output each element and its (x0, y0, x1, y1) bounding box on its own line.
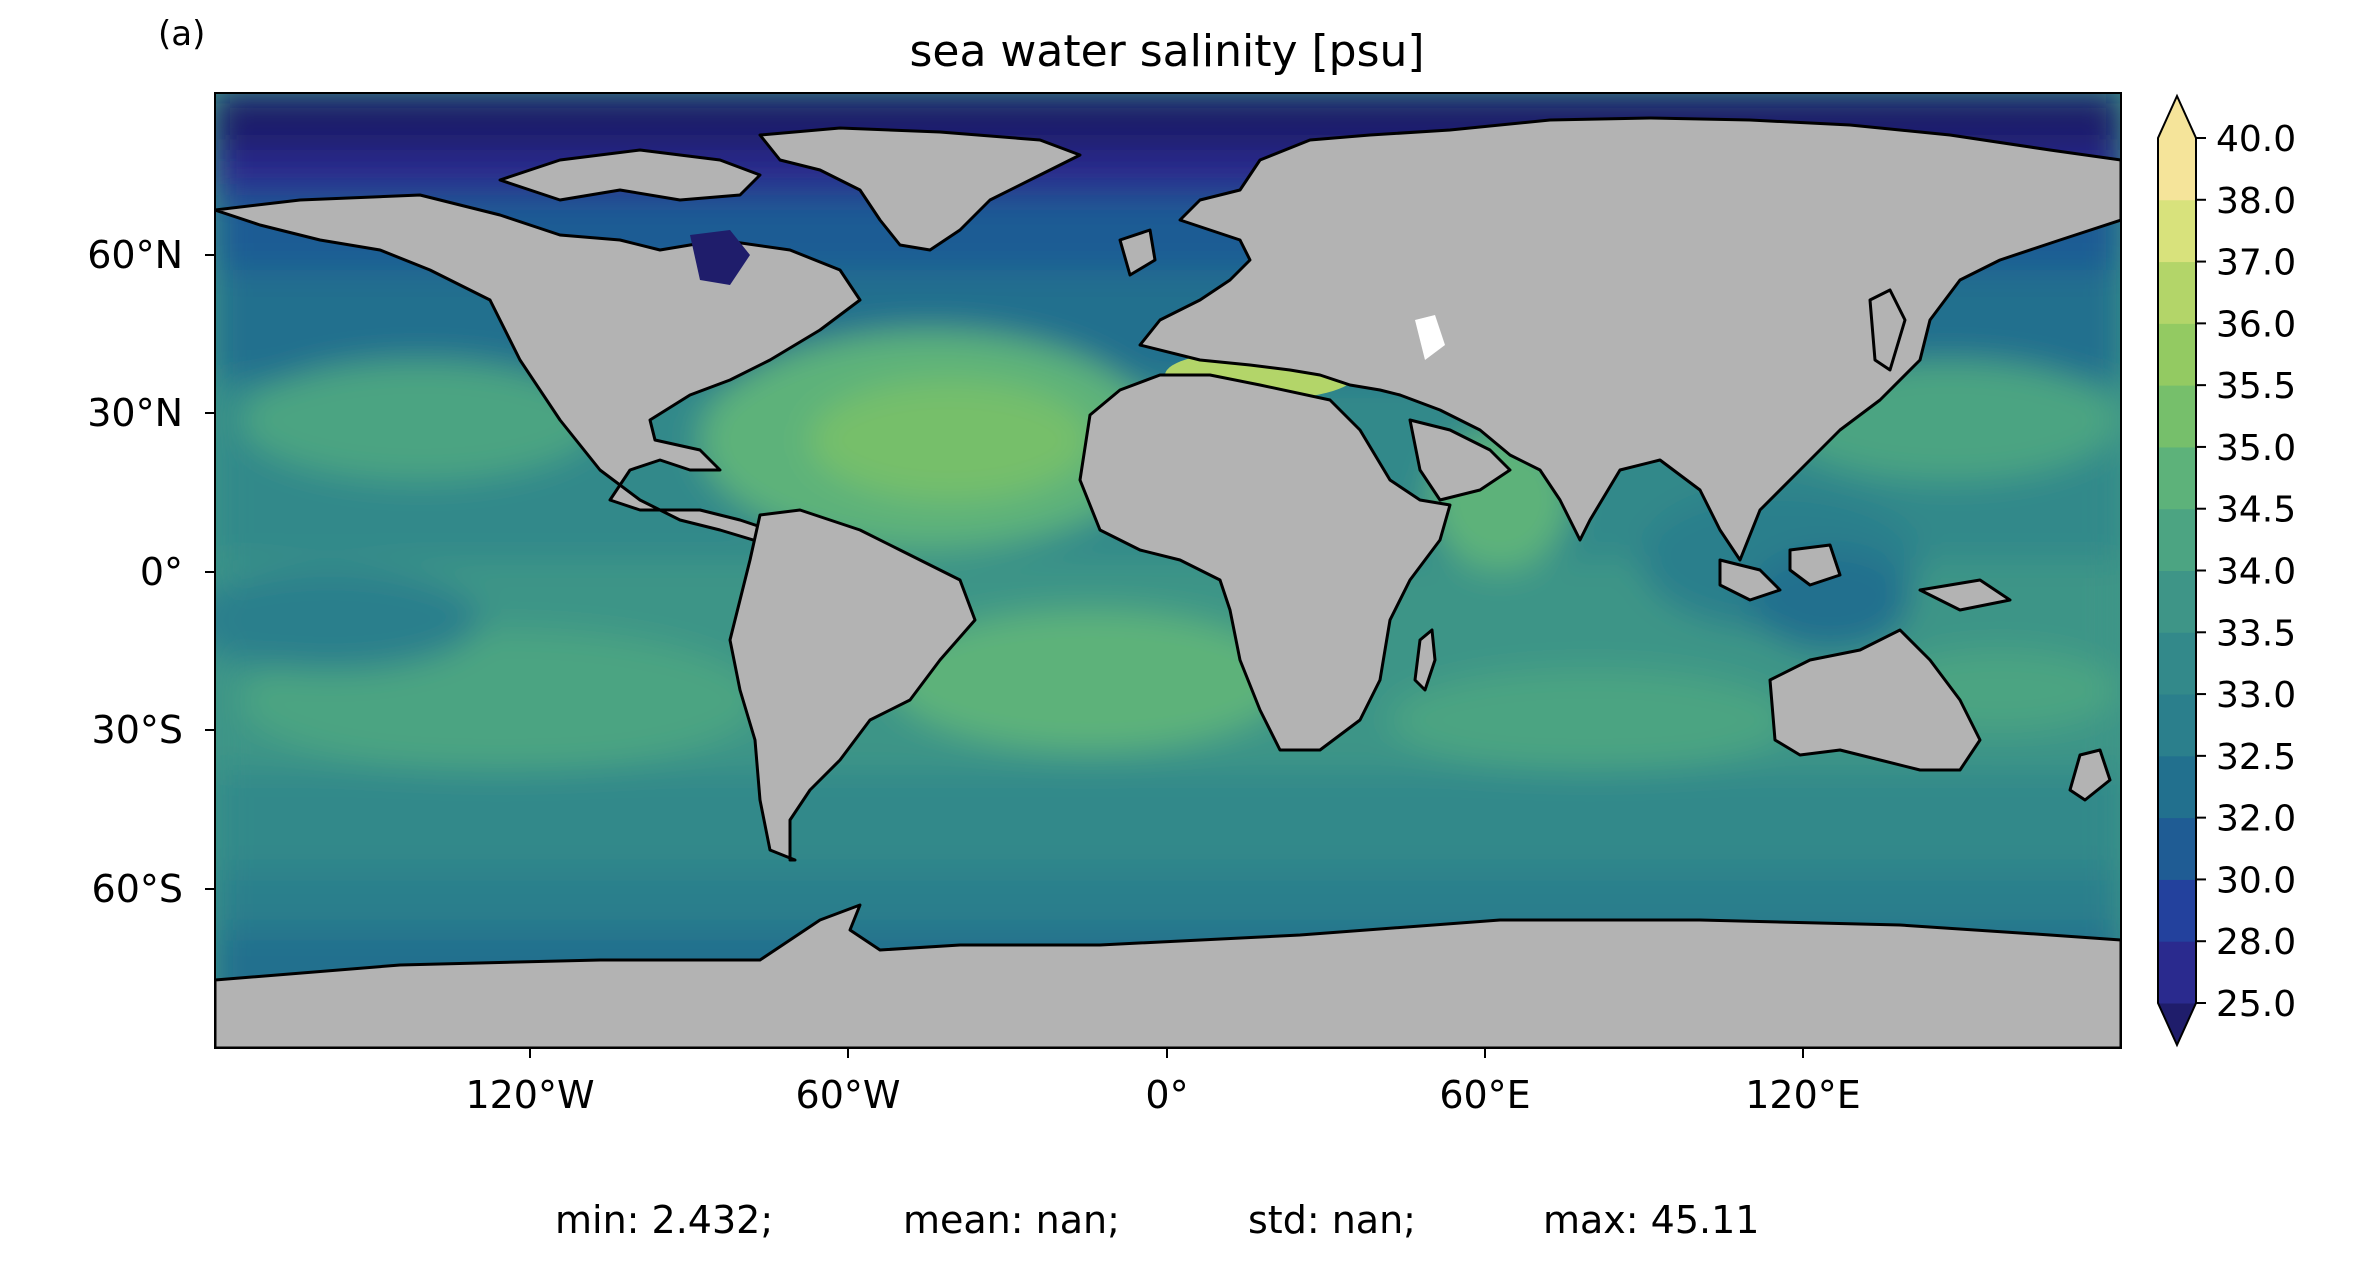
map-title: sea water salinity [psu] (909, 26, 1424, 77)
y-tick-label: 0° (140, 550, 183, 594)
colorbar-tick-label: 35.5 (2216, 366, 2296, 407)
x-tick-label: 120°E (1745, 1073, 1861, 1117)
borneo (1788, 543, 1842, 587)
colorbar-tick-label: 33.0 (2216, 675, 2296, 716)
colorbar-segment (2158, 446, 2196, 510)
x-tick-label: 120°W (465, 1073, 594, 1117)
sumatra (1718, 558, 1782, 602)
y-tick-label: 30°S (92, 708, 183, 752)
y-tick-label: 60°N (87, 233, 183, 277)
japan (1868, 288, 1907, 372)
stat-std: std: nan; (1248, 1198, 1416, 1242)
panel-label: (a) (158, 14, 205, 54)
stats-line: min: 2.432; mean: nan; std: nan; max: 45… (555, 1198, 1759, 1242)
new-zealand (2068, 748, 2112, 802)
africa (1078, 373, 1452, 752)
colorbar-tick-label: 25.0 (2216, 984, 2296, 1025)
south-america (728, 508, 977, 862)
colorbar-segment (2158, 817, 2196, 880)
eurasia (1138, 116, 2121, 562)
stat-min: min: 2.432; (555, 1198, 773, 1242)
hudson-bay (690, 230, 750, 285)
new-guinea (1918, 578, 2012, 612)
caspian-sea (1415, 315, 1445, 360)
arabia (1408, 418, 1512, 502)
colorbar-tick-label: 34.5 (2216, 490, 2296, 531)
colorbar-segment (2158, 694, 2196, 757)
y-axis: 60°N 30°N 0° 30°S 60°S (87, 233, 215, 911)
colorbar-segment (2158, 941, 2196, 1004)
stat-max: max: 45.11 (1543, 1198, 1759, 1242)
colorbar-tick-label: 34.0 (2216, 552, 2296, 593)
colorbar-tick-label: 32.0 (2216, 799, 2296, 840)
colorbar-segment (2158, 138, 2196, 201)
antarctica (215, 903, 2121, 1048)
colorbar-tick-label: 33.5 (2216, 613, 2296, 654)
colorbar-tick-label: 32.5 (2216, 737, 2296, 778)
colorbar-tick-label: 28.0 (2216, 922, 2296, 963)
colorbar-tick-label: 36.0 (2216, 304, 2296, 345)
australia (1768, 628, 1982, 772)
colorbar-segment (2158, 570, 2196, 633)
colorbar-segment (2158, 199, 2196, 263)
greenland (758, 126, 1082, 252)
colorbar-tick-label: 35.0 (2216, 428, 2296, 469)
colorbar-tick-label: 37.0 (2216, 243, 2296, 284)
colorbar-tick-label: 38.0 (2216, 181, 2296, 222)
colorbar-tick-label: 30.0 (2216, 860, 2296, 901)
map-area (215, 93, 2121, 1048)
colorbar-segment (2158, 508, 2196, 571)
colorbar-segment (2158, 385, 2196, 448)
colorbar-extend-high (2158, 96, 2196, 138)
colorbar-segment (2158, 632, 2196, 695)
colorbar-segment (2158, 323, 2196, 386)
y-tick-label: 30°N (87, 391, 183, 435)
land-masses (215, 116, 2121, 1048)
colorbar-segment (2158, 755, 2196, 819)
x-tick-label: 60°E (1439, 1073, 1530, 1117)
colorbar-segment (2158, 261, 2196, 324)
stat-mean: mean: nan; (903, 1198, 1120, 1242)
y-tick-label: 60°S (92, 867, 183, 911)
colorbar: 25.0 28.0 30.0 32.0 32.5 33.0 33.5 34.0 34.5 35.0… (2157, 93, 2296, 1048)
colorbar-tick-label: 40.0 (2216, 119, 2296, 160)
x-axis: 120°W 60°W 0° 60°E 120°E (465, 1048, 1861, 1117)
x-tick-label: 60°W (796, 1073, 901, 1117)
british-isles (1118, 228, 1157, 277)
colorbar-extend-low (2158, 1003, 2196, 1045)
colorbar-segment (2158, 879, 2196, 942)
madagascar (1413, 628, 1437, 692)
x-tick-label: 0° (1145, 1073, 1188, 1117)
arctic-archipelago (498, 148, 762, 202)
